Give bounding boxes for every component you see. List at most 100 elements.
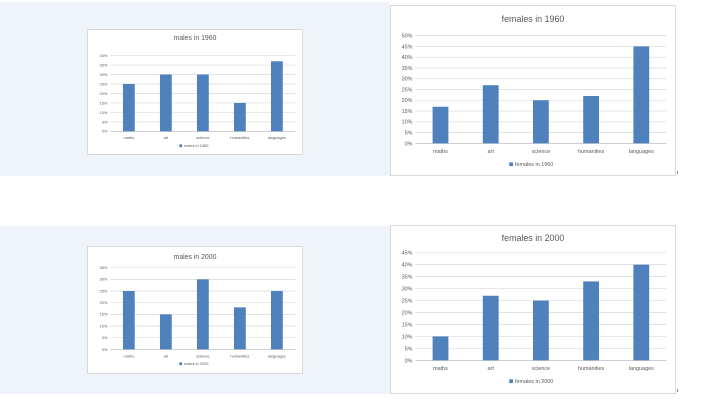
- bar-maths: [432, 336, 449, 361]
- y-tick-label: 15%: [402, 322, 413, 328]
- y-tick-label: 5%: [102, 119, 108, 124]
- legend-label: males in 1960: [184, 143, 209, 148]
- y-tick-label: 30%: [402, 77, 413, 83]
- y-tick-label: 35%: [100, 62, 108, 67]
- x-tick-label: science: [532, 149, 550, 155]
- y-tick-label: 45%: [402, 251, 413, 257]
- bar-science: [533, 300, 549, 361]
- y-tick-label: 5%: [405, 131, 413, 137]
- x-tick-label: humanities: [230, 353, 249, 358]
- x-tick-label: maths: [124, 353, 135, 358]
- bar-humanities: [583, 95, 600, 144]
- chart-title: males in 2000: [174, 254, 217, 261]
- y-tick-label: 20%: [100, 91, 108, 96]
- chart-title: males in 1960: [174, 35, 217, 42]
- bar-art: [159, 74, 172, 132]
- x-tick-label: maths: [433, 366, 448, 372]
- y-tick-label: 15%: [100, 100, 108, 105]
- chart-title: females in 1960: [502, 14, 565, 24]
- y-tick-label: 0%: [405, 141, 413, 147]
- x-tick-label: art: [164, 135, 169, 140]
- chart-males-2000: males in 2000 0% 5% 10% 15% 20% 25% 30% 35% maths…: [87, 246, 303, 374]
- x-tick-label: humanities: [578, 149, 605, 155]
- y-tick-label: 35%: [100, 265, 108, 270]
- y-tick-label: 30%: [402, 286, 413, 292]
- bar-languages: [633, 46, 650, 144]
- chart-females-2000: females in 2000 0% 5% 10% 15% 20% 25% 30% 35% 40%…: [390, 225, 676, 394]
- y-tick-label: 35%: [402, 66, 413, 72]
- x-tick-label: art: [164, 353, 169, 358]
- x-tick-label: languages: [629, 366, 654, 372]
- legend-label: males in 2000: [184, 361, 209, 366]
- y-tick-label: 25%: [100, 81, 108, 86]
- legend-label: females in 1960: [515, 162, 553, 168]
- y-tick-label: 35%: [402, 275, 413, 281]
- y-tick-label: 0%: [405, 358, 413, 364]
- x-tick-label: humanities: [230, 135, 249, 140]
- x-tick-label: science: [196, 353, 209, 358]
- legend-swatch: [509, 379, 514, 384]
- edge-tick-mark: [677, 171, 678, 174]
- y-tick-label: 0%: [102, 347, 108, 352]
- legend-label: females in 2000: [515, 379, 553, 385]
- x-tick-label: languages: [629, 149, 654, 155]
- y-tick-label: 40%: [402, 263, 413, 269]
- bar-languages: [270, 61, 283, 132]
- chart-title: females in 2000: [502, 233, 565, 243]
- y-tick-label: 20%: [402, 310, 413, 316]
- x-tick-label: science: [532, 366, 550, 372]
- edge-tick-mark: [677, 389, 678, 392]
- x-tick-label: languages: [268, 135, 286, 140]
- x-tick-label: languages: [268, 353, 286, 358]
- y-tick-label: 40%: [100, 53, 108, 58]
- bar-art: [482, 85, 499, 144]
- bar-languages: [270, 291, 283, 350]
- y-tick-label: 10%: [100, 323, 108, 328]
- chart-svg: females in 2000 0% 5% 10% 15% 20% 25% 30% 35% 40%…: [402, 233, 667, 385]
- bar-art: [482, 295, 499, 361]
- bar-science: [196, 74, 209, 132]
- bar-science: [196, 279, 209, 350]
- x-tick-label: humanities: [578, 366, 605, 372]
- y-tick-label: 30%: [100, 72, 108, 77]
- y-tick-label: 30%: [100, 277, 108, 282]
- chart-svg: males in 2000 0% 5% 10% 15% 20% 25% 30% 35% maths…: [100, 254, 296, 366]
- bar-maths: [432, 106, 449, 144]
- x-tick-label: maths: [433, 149, 448, 155]
- legend-swatch: [509, 162, 514, 167]
- bar-humanities: [233, 307, 246, 350]
- bar-art: [159, 314, 172, 350]
- chart-males-1960: males in 1960 0% 5% 10% 15% 20% 25% 30% 35% 40% ma…: [87, 29, 303, 155]
- y-tick-label: 20%: [402, 98, 413, 104]
- y-tick-label: 25%: [100, 288, 108, 293]
- y-tick-label: 15%: [100, 312, 108, 317]
- x-tick-label: maths: [124, 135, 135, 140]
- bar-humanities: [583, 281, 600, 361]
- y-tick-label: 40%: [402, 55, 413, 61]
- y-tick-label: 10%: [100, 110, 108, 115]
- y-tick-label: 0%: [102, 129, 108, 134]
- y-tick-label: 5%: [102, 335, 108, 340]
- legend-swatch: [179, 362, 183, 366]
- x-tick-label: art: [488, 366, 495, 372]
- bar-maths: [122, 291, 135, 350]
- chart-svg: females in 1960 0% 5% 10% 15% 20% 25% 30% 35% 40%…: [402, 14, 667, 168]
- bar-science: [533, 100, 549, 144]
- y-tick-label: 25%: [402, 298, 413, 304]
- y-tick-label: 25%: [402, 87, 413, 93]
- y-tick-label: 15%: [402, 109, 413, 115]
- x-tick-label: science: [196, 135, 209, 140]
- chart-females-1960: females in 1960 0% 5% 10% 15% 20% 25% 30% 35% 40%…: [390, 5, 676, 176]
- y-tick-label: 50%: [402, 34, 413, 40]
- bar-maths: [122, 84, 135, 132]
- bar-languages: [633, 264, 650, 361]
- chart-svg: males in 1960 0% 5% 10% 15% 20% 25% 30% 35% 40% ma…: [100, 35, 296, 148]
- y-tick-label: 5%: [405, 346, 413, 352]
- x-tick-label: art: [488, 149, 495, 155]
- y-tick-label: 45%: [402, 44, 413, 50]
- bar-humanities: [233, 102, 246, 132]
- legend-swatch: [179, 144, 183, 148]
- y-tick-label: 20%: [100, 300, 108, 305]
- y-tick-label: 10%: [402, 120, 413, 126]
- y-tick-label: 10%: [402, 334, 413, 340]
